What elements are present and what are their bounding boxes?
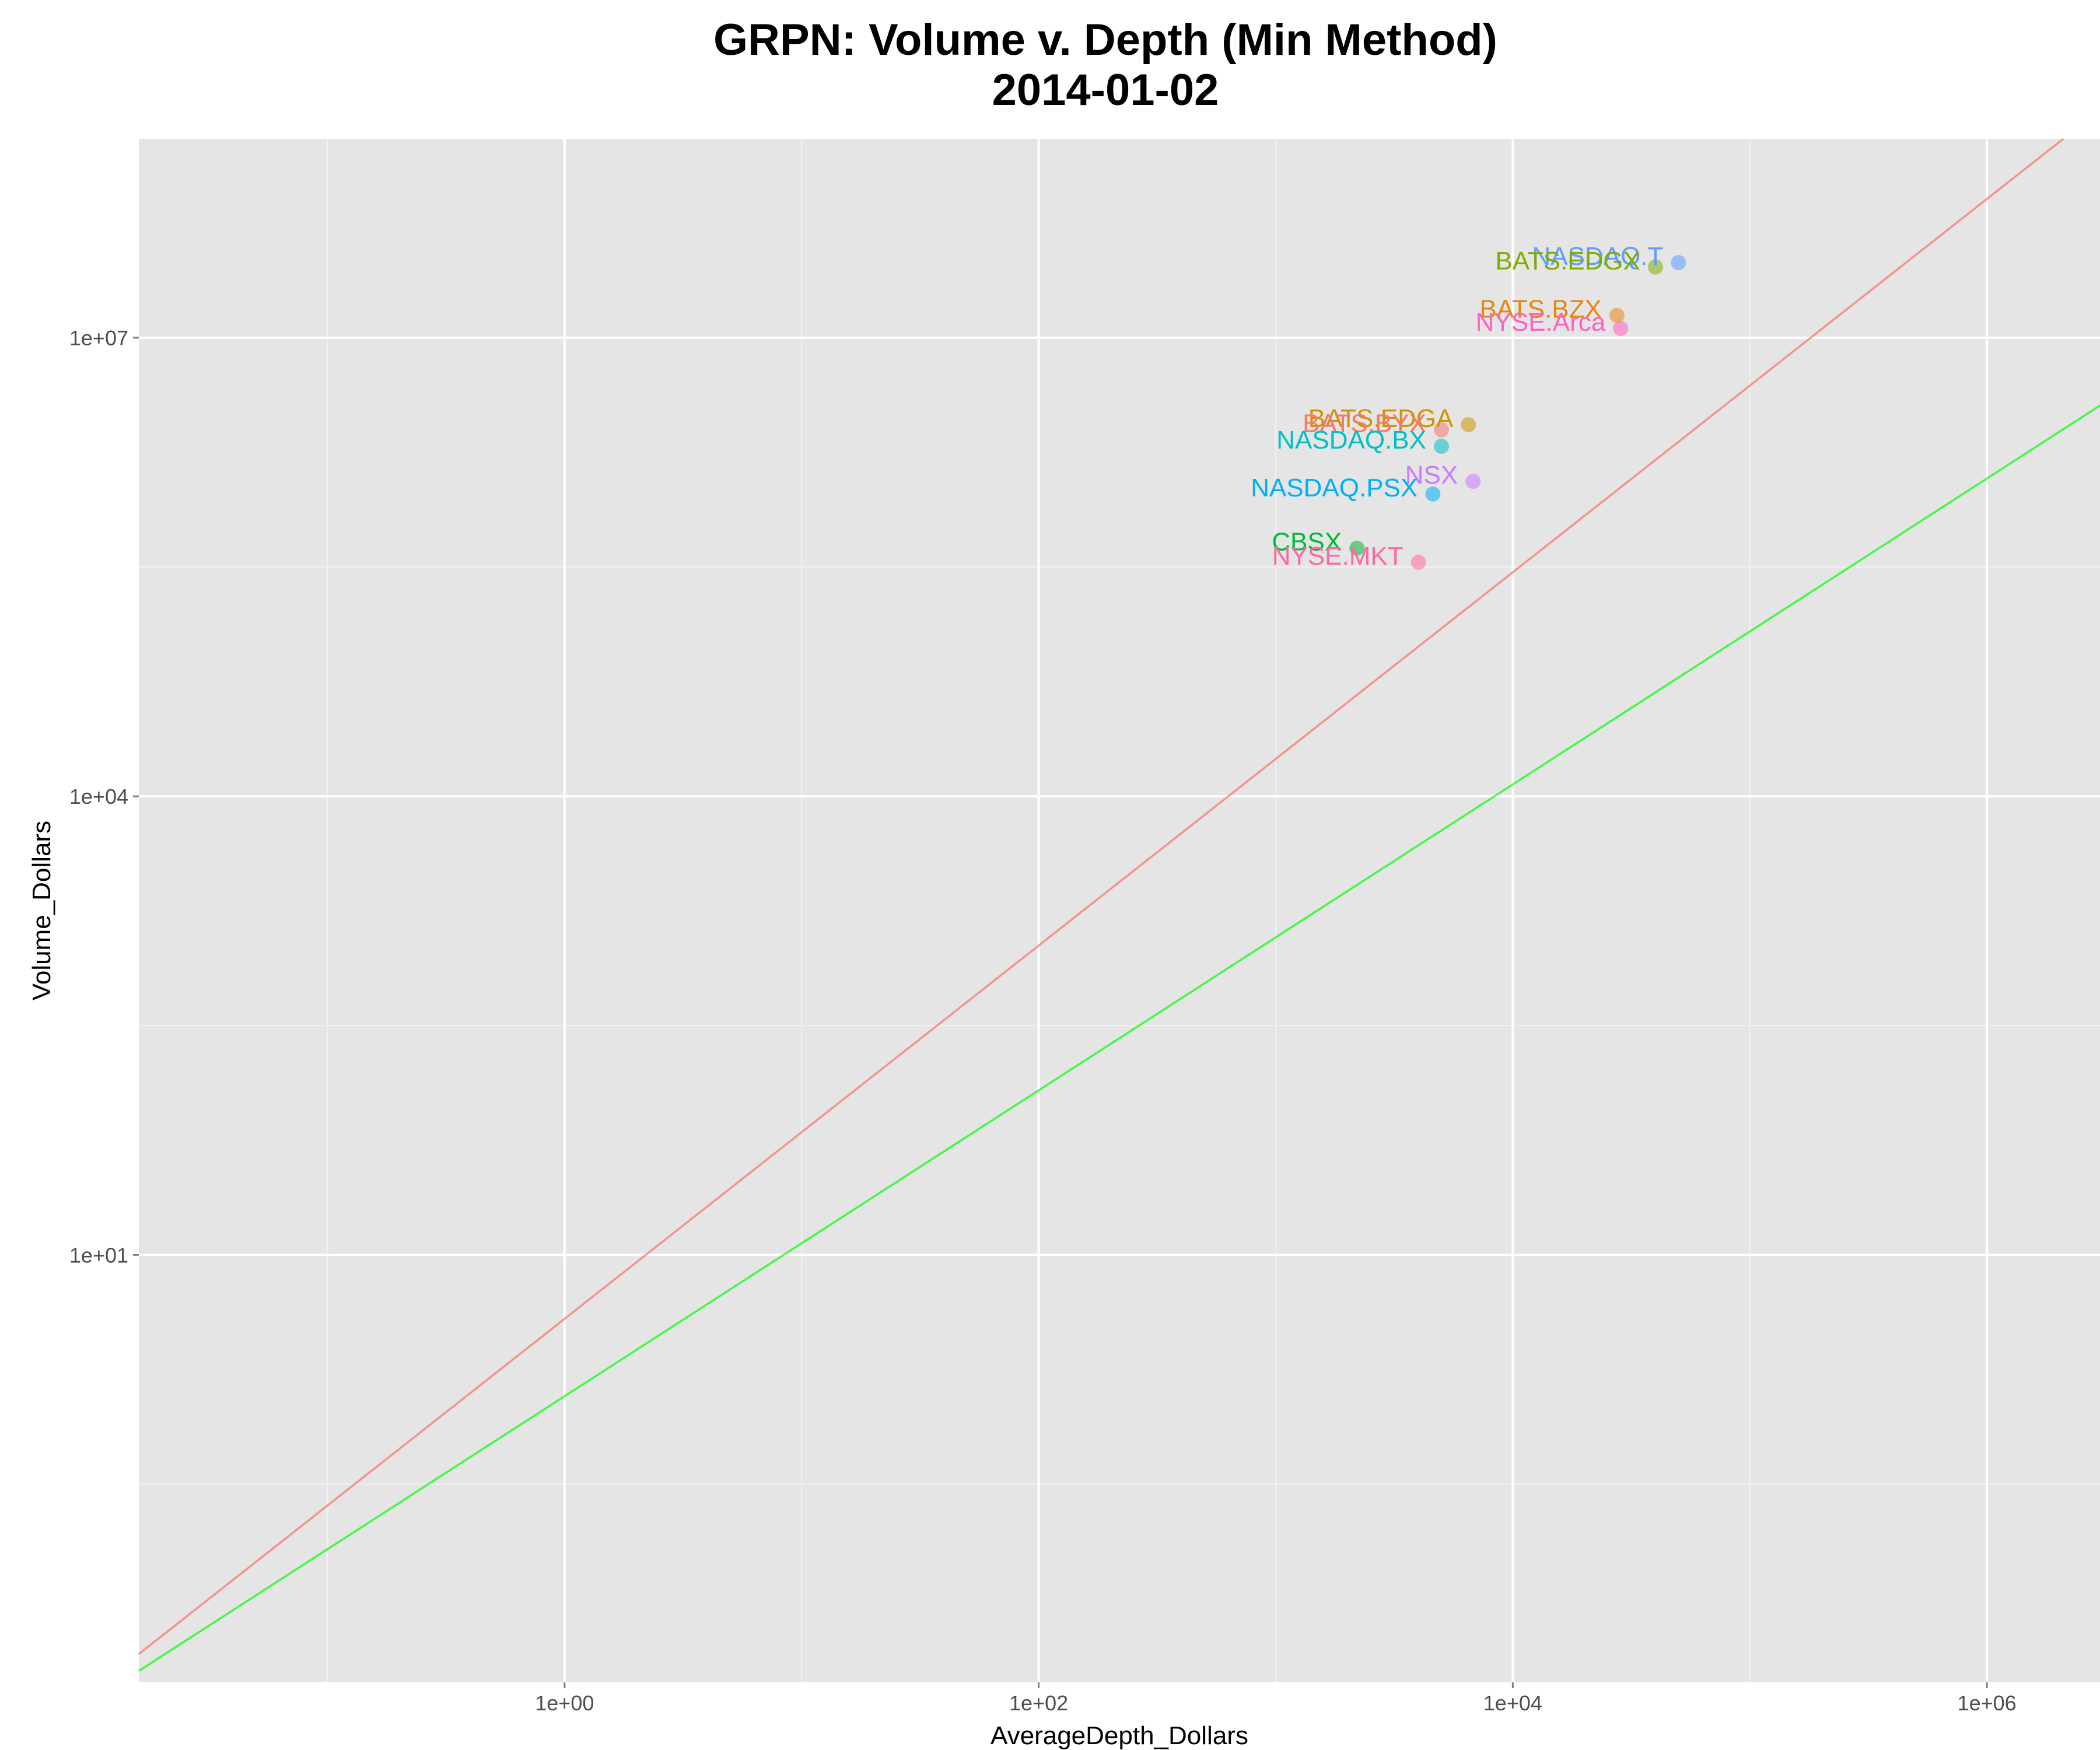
point-nsx xyxy=(1465,474,1481,489)
point-bats-edgx xyxy=(1648,259,1664,275)
point-nyse-arca xyxy=(1613,321,1629,337)
point-label-cbsx: CBSX xyxy=(1272,528,1342,556)
reference-lines xyxy=(138,138,2100,1672)
point-label-bats-bzx: BATS.BZX xyxy=(1479,295,1601,324)
point-label-nasdaq-psx: NASDAQ.PSX xyxy=(1251,474,1418,502)
reference-line-1 xyxy=(138,138,2064,1655)
point-nasdaq-psx xyxy=(1425,486,1441,502)
point-label-nyse-mkt: NYSE.MKT xyxy=(1272,542,1404,570)
point-nasdaq-t xyxy=(1671,255,1686,271)
minor-grid xyxy=(139,139,2100,1682)
y-tick-label: 1e+04 xyxy=(69,785,128,808)
x-axis-title: AverageDepth_Dollars xyxy=(991,1721,1248,1750)
point-cbsx xyxy=(1349,540,1365,556)
point-label-bats-edga: BATS.EDGA xyxy=(1308,404,1454,433)
point-nasdaq-bx xyxy=(1434,439,1450,454)
reference-line-2 xyxy=(138,404,2100,1672)
x-tick-label: 1e+02 xyxy=(1009,1691,1068,1715)
x-ticks: 1e+00 1e+02 1e+04 1e+06 xyxy=(535,1682,2017,1715)
x-tick-label: 1e+00 xyxy=(535,1691,594,1715)
y-axis-title: Volume_Dollars xyxy=(27,821,56,1000)
point-bats-byx xyxy=(1434,422,1450,438)
major-grid xyxy=(139,139,2100,1682)
point-bats-edga xyxy=(1461,416,1476,432)
y-tick-label: 1e+01 xyxy=(69,1243,128,1267)
chart-title: GRPN: Volume v. Depth (Min Method) xyxy=(713,15,1497,65)
point-label-nasdaq-bx: NASDAQ.BX xyxy=(1276,426,1426,454)
y-ticks: 1e+01 1e+04 1e+07 xyxy=(69,326,139,1267)
point-label-bats-edgx: BATS.EDGX xyxy=(1495,247,1640,275)
plot-panel xyxy=(139,139,2100,1682)
data-points xyxy=(1349,255,1686,570)
point-bats-bzx xyxy=(1609,307,1625,323)
chart-subtitle: 2014-01-02 xyxy=(992,65,1219,115)
x-tick-label: 1e+04 xyxy=(1483,1691,1542,1715)
point-nyse-mkt xyxy=(1410,554,1426,570)
point-label-nyse-arca: NYSE.Arca xyxy=(1476,308,1606,337)
point-label-nsx: NSX xyxy=(1405,461,1458,489)
point-label-bats-byx: BATS.BYX xyxy=(1303,410,1426,438)
x-tick-label: 1e+06 xyxy=(1958,1691,2017,1715)
point-label-nasdaq-t: NASDAQ.T xyxy=(1532,242,1663,271)
y-tick-label: 1e+07 xyxy=(69,326,128,350)
